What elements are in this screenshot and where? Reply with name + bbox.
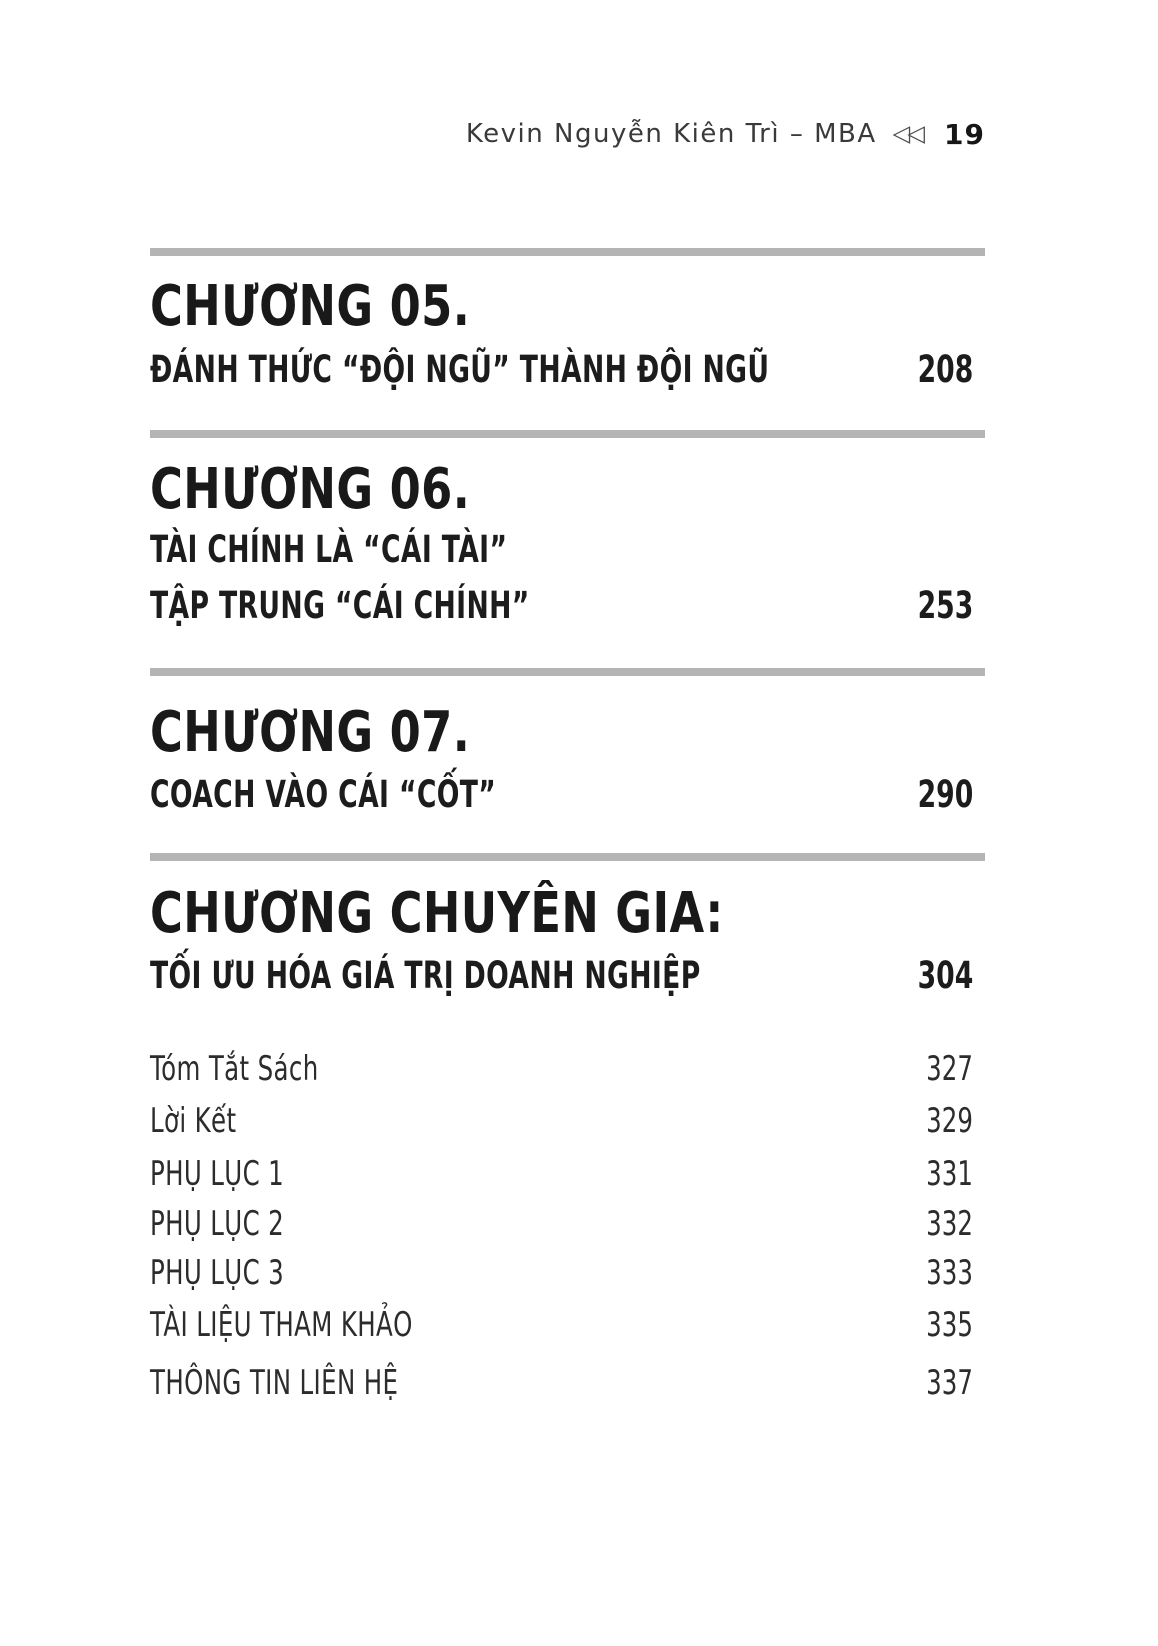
chapter-subtitle: ĐÁNH THỨC “ĐỘI NGŨ” THÀNH ĐỘI NGŨ (150, 348, 770, 391)
chapter-subtitle: TÀI CHÍNH LÀ “CÁI TÀI” (150, 528, 508, 571)
section-divider-bar (150, 248, 985, 256)
chapter-title: CHƯƠNG 05. (150, 274, 471, 339)
page-header: Kevin Nguyễn Kiên Trì – MBA ◁◁ 19 (0, 112, 985, 156)
toc-item: PHỤ LỤC 3 333 (150, 1252, 985, 1298)
toc-item: THÔNG TIN LIÊN HỆ 337 (150, 1362, 985, 1408)
toc-item-label: Tóm Tắt Sách (150, 1049, 319, 1089)
toc-item: Tóm Tắt Sách 327 (150, 1048, 985, 1094)
chapter-title: CHƯƠNG CHUYÊN GIA: (150, 881, 724, 946)
page-number: 19 (944, 117, 985, 151)
chapter-page-number: 253 (917, 584, 973, 627)
toc-item-label: PHỤ LỤC 3 (150, 1253, 285, 1293)
chapter-title: CHƯƠNG 07. (150, 700, 471, 765)
toc-item-page: 332 (926, 1204, 973, 1244)
chapter-page-number: 304 (917, 954, 973, 997)
chapter-subtitle-row: COACH VÀO CÁI “CỐT” 290 (150, 772, 985, 818)
chapter-subtitle: TỐI ƯU HÓA GIÁ TRỊ DOANH NGHIỆP (150, 954, 701, 997)
toc-item-page: 337 (926, 1363, 973, 1403)
chapter-subtitle-row: ĐÁNH THỨC “ĐỘI NGŨ” THÀNH ĐỘI NGŨ 208 (150, 347, 985, 393)
toc-item-page: 331 (926, 1154, 973, 1194)
toc-item: PHỤ LỤC 2 332 (150, 1203, 985, 1249)
toc-item-page: 327 (926, 1049, 973, 1089)
toc-item-page: 335 (926, 1305, 973, 1345)
toc-item-label: TÀI LIỆU THAM KHẢO (150, 1305, 413, 1345)
toc-content: CHƯƠNG 05. ĐÁNH THỨC “ĐỘI NGŨ” THÀNH ĐỘI… (150, 0, 985, 1646)
toc-item-label: THÔNG TIN LIÊN HỆ (150, 1363, 399, 1403)
chapter-page-number: 208 (917, 348, 973, 391)
section-divider-bar (150, 668, 985, 676)
chapter-subtitle: TẬP TRUNG “CÁI CHÍNH” (150, 584, 530, 627)
section-divider-bar (150, 430, 985, 438)
section-divider-bar (150, 853, 985, 861)
toc-item-label: PHỤ LỤC 1 (150, 1154, 285, 1194)
chapter-subtitle-row: TÀI CHÍNH LÀ “CÁI TÀI” (150, 527, 985, 573)
toc-item: Lời Kết 329 (150, 1100, 985, 1146)
double-left-arrow-icon: ◁◁ (892, 121, 925, 147)
chapter-subtitle-row: TẬP TRUNG “CÁI CHÍNH” 253 (150, 583, 985, 629)
chapter-subtitle-row: TỐI ƯU HÓA GIÁ TRỊ DOANH NGHIỆP 304 (150, 953, 985, 999)
running-head-title: Kevin Nguyễn Kiên Trì – MBA (465, 119, 877, 149)
toc-item: PHỤ LỤC 1 331 (150, 1153, 985, 1199)
chapter-page-number: 290 (917, 773, 973, 816)
toc-item-label: PHỤ LỤC 2 (150, 1204, 285, 1244)
toc-item-page: 329 (926, 1101, 973, 1141)
toc-item-page: 333 (926, 1253, 973, 1293)
toc-item-label: Lời Kết (150, 1101, 237, 1141)
chapter-title: CHƯƠNG 06. (150, 457, 471, 522)
toc-item: TÀI LIỆU THAM KHẢO 335 (150, 1304, 985, 1350)
chapter-subtitle: COACH VÀO CÁI “CỐT” (150, 773, 497, 816)
